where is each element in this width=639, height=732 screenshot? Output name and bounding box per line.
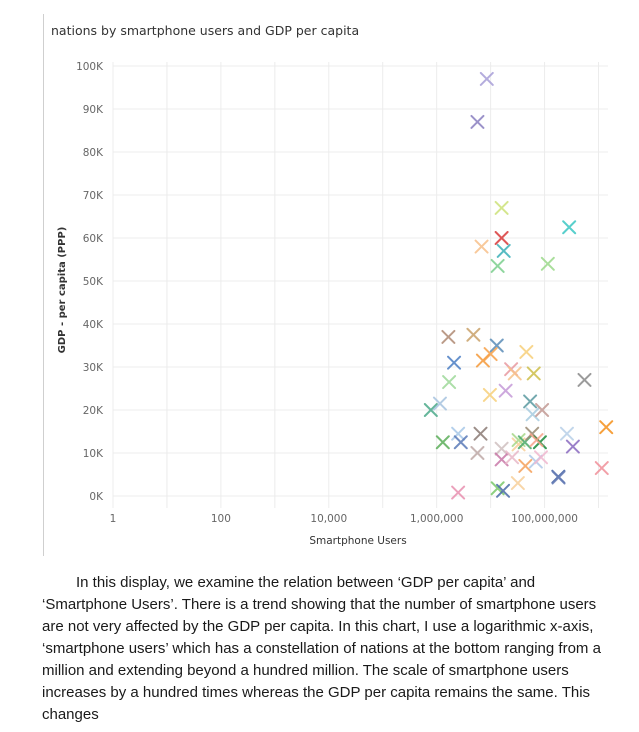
data-point[interactable] (482, 387, 497, 402)
data-point[interactable] (494, 441, 509, 456)
data-point[interactable] (442, 375, 457, 390)
data-point[interactable] (466, 327, 481, 342)
data-point[interactable] (479, 71, 494, 86)
y-tick-label: 30K (83, 362, 104, 374)
data-point[interactable] (562, 220, 577, 235)
data-point[interactable] (435, 435, 450, 450)
data-point[interactable] (577, 372, 592, 387)
data-point[interactable] (559, 426, 574, 441)
y-tick-label: 80K (83, 147, 104, 159)
data-point[interactable] (498, 383, 513, 398)
data-point[interactable] (523, 394, 538, 409)
data-point[interactable] (451, 485, 466, 500)
data-point[interactable] (534, 450, 549, 465)
y-tick-labels: 0K 10K 20K 30K 40K 50K 60K 70K 80K 90K 100K (76, 61, 104, 503)
y-tick-label: 40K (83, 319, 104, 331)
data-point[interactable] (470, 114, 485, 129)
data-point[interactable] (510, 476, 525, 491)
chart-panel: nations by smartphone users and GDP per … (43, 14, 614, 556)
y-tick-label: 90K (83, 104, 104, 116)
y-tick-label: 50K (83, 276, 104, 288)
grid-lines (112, 62, 608, 508)
x-tick-label: 100 (211, 513, 231, 525)
y-axis-title: GDP - per capita (PPP) (57, 227, 68, 354)
data-point[interactable] (496, 483, 511, 498)
data-point[interactable] (519, 344, 534, 359)
data-point[interactable] (535, 403, 550, 417)
y-tick-label: 10K (83, 448, 104, 460)
data-point[interactable] (496, 243, 511, 258)
data-point[interactable] (453, 435, 468, 450)
data-point[interactable] (451, 426, 466, 441)
data-point[interactable] (483, 347, 498, 362)
data-point[interactable] (432, 396, 447, 411)
data-point[interactable] (474, 239, 489, 254)
data-point[interactable] (526, 366, 541, 381)
data-point[interactable] (447, 355, 462, 370)
x-tick-label: 100,000,000 (511, 513, 578, 525)
data-point[interactable] (551, 470, 566, 485)
x-tick-labels: 1 100 10,000 1,000,000 100,000,000 (110, 513, 578, 525)
data-point[interactable] (505, 450, 520, 465)
scatter-plot[interactable]: 0K 10K 20K 30K 40K 50K 60K 70K 80K 90K 100K 1 100 10… (44, 14, 614, 556)
x-tick-label: 1,000,000 (410, 513, 463, 525)
data-point[interactable] (507, 366, 522, 381)
y-tick-label: 100K (76, 61, 104, 73)
data-point[interactable] (441, 329, 456, 344)
data-point[interactable] (565, 439, 580, 454)
data-point[interactable] (494, 231, 509, 245)
data-point[interactable] (518, 458, 533, 473)
x-axis-title: Smartphone Users (309, 535, 406, 547)
x-tick-label: 1 (110, 513, 117, 525)
description-paragraph: In this display, we examine the relation… (42, 574, 601, 723)
y-tick-label: 0K (89, 491, 104, 503)
y-tick-label: 60K (83, 233, 104, 245)
chart-title: nations by smartphone users and GDP per … (51, 23, 360, 38)
data-point[interactable] (529, 433, 544, 448)
y-tick-label: 70K (83, 190, 104, 202)
data-point[interactable] (599, 420, 614, 435)
data-point[interactable] (540, 256, 555, 271)
data-point[interactable] (594, 461, 609, 476)
data-point[interactable] (489, 338, 504, 353)
x-tick-label: 10,000 (310, 513, 347, 525)
data-points[interactable] (423, 71, 614, 500)
data-point[interactable] (525, 407, 540, 422)
data-point[interactable] (490, 258, 505, 273)
data-point[interactable] (470, 446, 485, 460)
data-point[interactable] (494, 200, 509, 215)
data-point[interactable] (423, 403, 438, 417)
y-tick-label: 20K (83, 405, 104, 417)
data-point[interactable] (473, 426, 488, 441)
